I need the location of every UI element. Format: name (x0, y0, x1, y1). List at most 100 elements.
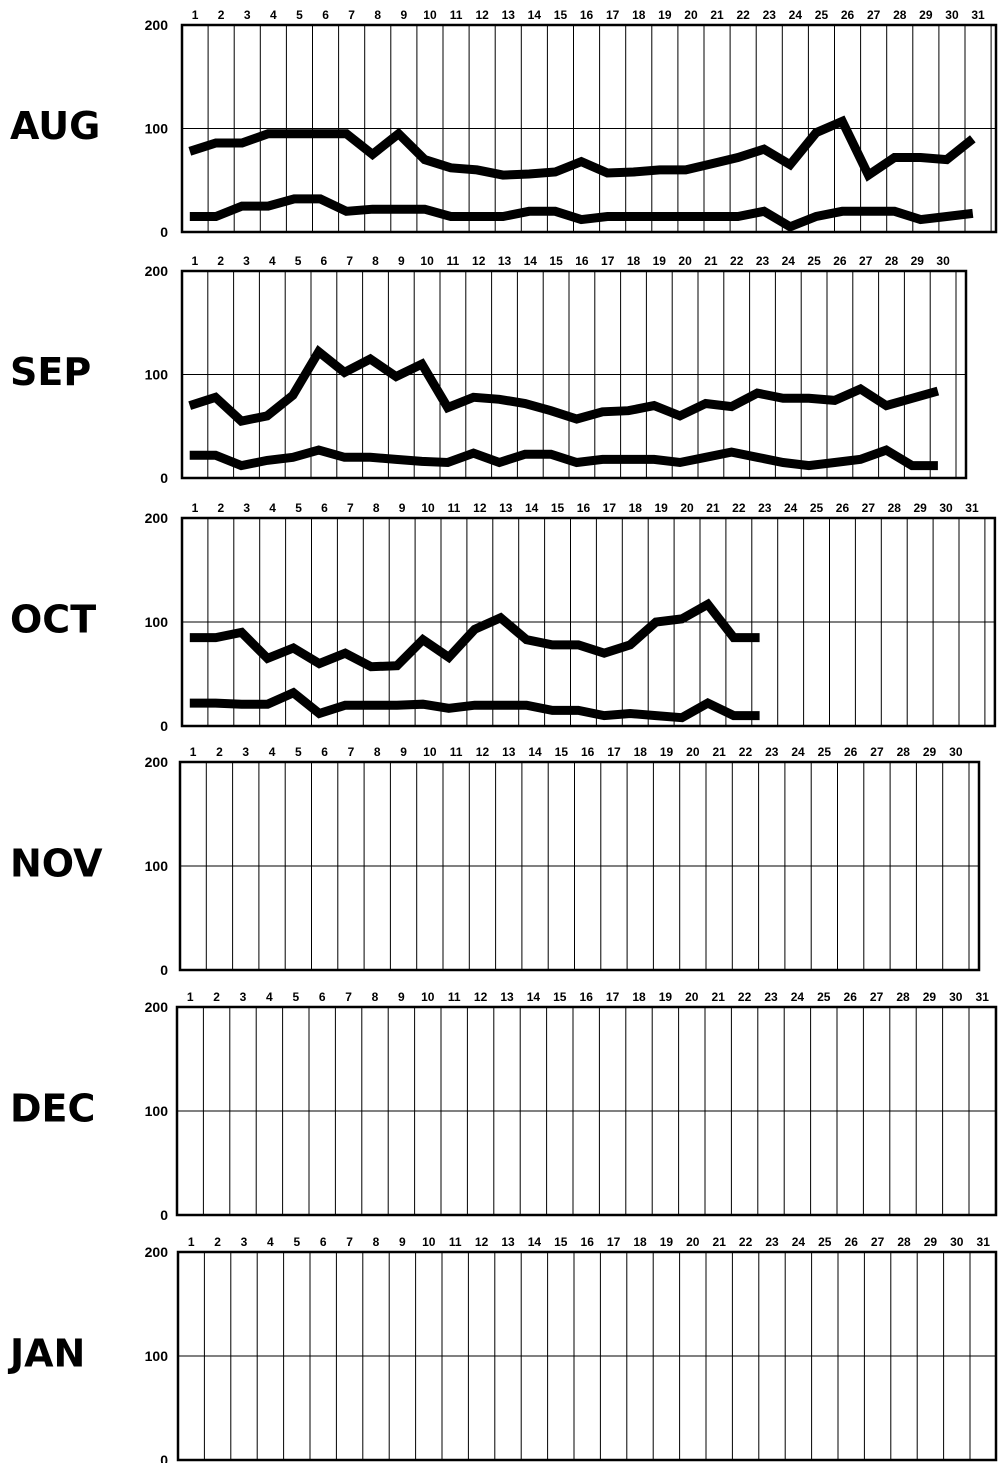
day-label: 25 (807, 254, 821, 268)
day-label: 16 (577, 501, 591, 515)
day-label: 2 (214, 1235, 221, 1249)
day-label: 20 (678, 254, 692, 268)
day-label: 5 (295, 745, 302, 759)
day-label: 9 (399, 1235, 406, 1249)
day-label: 12 (472, 254, 486, 268)
day-label: 3 (242, 745, 249, 759)
day-label: 6 (320, 1235, 327, 1249)
day-label: 14 (525, 501, 539, 515)
day-label: 19 (653, 254, 667, 268)
day-label: 12 (475, 1235, 489, 1249)
day-label: 30 (949, 990, 963, 1004)
day-label: 21 (712, 745, 726, 759)
day-label: 4 (269, 254, 276, 268)
day-label: 8 (372, 990, 379, 1004)
series-line-2 (189, 687, 760, 723)
day-label: 10 (420, 254, 434, 268)
day-label: 24 (792, 1235, 806, 1249)
day-label: 11 (450, 745, 463, 759)
day-label: 4 (266, 990, 273, 1004)
month-label: JAN (7, 1331, 85, 1375)
day-label: 5 (293, 1235, 300, 1249)
day-label: 9 (399, 501, 406, 515)
day-label: 17 (603, 501, 617, 515)
day-label: 16 (580, 8, 594, 22)
day-label: 15 (554, 8, 568, 22)
day-label: 27 (867, 8, 881, 22)
day-label: 30 (949, 745, 963, 759)
day-label: 15 (551, 501, 565, 515)
day-label: 29 (923, 990, 937, 1004)
day-label: 1 (192, 501, 199, 515)
day-label: 3 (244, 8, 251, 22)
day-label: 26 (836, 501, 850, 515)
month-label: NOV (10, 841, 103, 885)
day-label: 29 (913, 501, 927, 515)
day-label: 2 (218, 8, 225, 22)
day-label: 16 (581, 1235, 595, 1249)
day-label: 8 (374, 8, 381, 22)
day-label: 30 (936, 254, 950, 268)
day-label: 31 (977, 1235, 991, 1249)
day-label: 23 (765, 1235, 779, 1249)
day-label: 13 (502, 745, 516, 759)
day-label: 6 (322, 8, 329, 22)
day-label: 24 (782, 254, 796, 268)
day-label: 24 (791, 990, 805, 1004)
day-label: 6 (321, 254, 328, 268)
day-label: 31 (971, 8, 985, 22)
day-label: 24 (789, 8, 803, 22)
day-label: 15 (555, 745, 569, 759)
day-label: 22 (736, 8, 750, 22)
day-label: 19 (654, 501, 668, 515)
day-label: 26 (844, 745, 858, 759)
day-label: 19 (660, 1235, 674, 1249)
day-label: 18 (632, 8, 646, 22)
series-line-2 (189, 194, 974, 232)
day-label: 10 (423, 8, 437, 22)
day-label: 6 (321, 501, 328, 515)
day-label: 2 (217, 254, 224, 268)
month-label: AUG (10, 104, 100, 148)
day-label: 5 (295, 501, 302, 515)
y-tick-label: 0 (160, 1207, 168, 1223)
day-label: 20 (680, 501, 694, 515)
day-label: 13 (500, 990, 514, 1004)
day-label: 12 (476, 745, 490, 759)
month-label: OCT (10, 597, 96, 641)
day-label: 10 (422, 1235, 436, 1249)
day-label: 1 (192, 254, 199, 268)
day-label: 30 (939, 501, 953, 515)
y-tick-label: 0 (160, 962, 168, 978)
day-label: 26 (841, 8, 855, 22)
y-tick-label: 100 (145, 367, 169, 383)
y-tick-label: 200 (145, 17, 169, 33)
series-line-2 (189, 445, 938, 471)
day-label: 31 (976, 990, 990, 1004)
series-line-1 (188, 344, 940, 426)
day-label: 7 (348, 745, 355, 759)
day-label: 17 (601, 254, 615, 268)
day-label: 14 (528, 1235, 542, 1249)
day-label: 5 (296, 8, 303, 22)
day-label: 22 (732, 501, 746, 515)
day-label: 18 (634, 745, 648, 759)
day-label: 3 (243, 501, 250, 515)
day-label: 10 (423, 745, 437, 759)
day-label: 13 (499, 501, 513, 515)
day-label: 27 (862, 501, 876, 515)
day-label: 26 (844, 990, 858, 1004)
day-label: 16 (581, 745, 595, 759)
day-label: 18 (627, 254, 641, 268)
day-label: 14 (527, 990, 541, 1004)
day-label: 20 (686, 745, 700, 759)
day-label: 12 (473, 501, 487, 515)
month-label: SEP (10, 350, 91, 394)
day-label: 12 (475, 8, 489, 22)
day-label: 2 (216, 745, 223, 759)
y-tick-label: 0 (160, 1452, 168, 1463)
y-tick-label: 100 (145, 1348, 169, 1364)
series-line-1 (188, 115, 976, 182)
